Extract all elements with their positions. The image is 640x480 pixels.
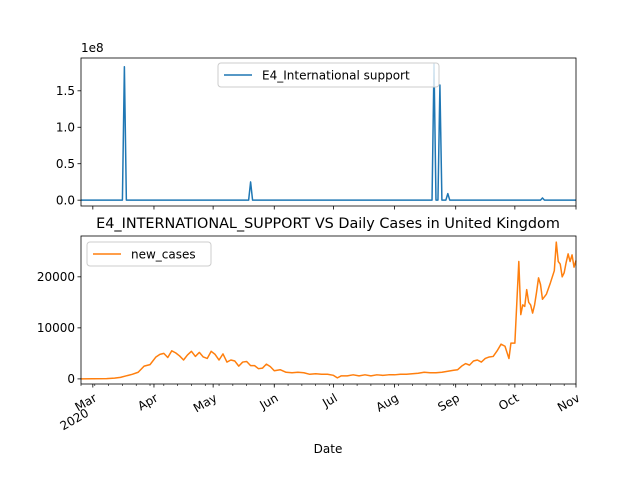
- y-tick-label: 0.5: [56, 157, 75, 171]
- y-tick-label: 0.0: [56, 193, 75, 207]
- y-tick-label: 20000: [37, 270, 75, 284]
- bottom-chart-title: E4_INTERNATIONAL_SUPPORT VS Daily Cases …: [96, 216, 560, 232]
- top-y-ticks: 0.0 0.5 1.0 1.5: [56, 84, 81, 207]
- x-tick-label: Jul: [319, 391, 339, 411]
- series-line-e4-international-support: [81, 63, 576, 201]
- y-tick-label: 1.0: [56, 121, 75, 135]
- top-plot-frame: [80, 57, 577, 207]
- bottom-series-lines: [80, 241, 577, 380]
- series-line-new-cases: [80, 241, 577, 380]
- legend-box: [86, 241, 212, 267]
- bottom-subplot: E4_INTERNATIONAL_SUPPORT VS Daily Cases …: [37, 216, 582, 456]
- y-tick-label: 10000: [37, 321, 75, 335]
- bottom-plot-frame: [80, 235, 577, 385]
- legend-entry-label: E4_International support: [262, 68, 410, 82]
- top-subplot: 0.0 0.5 1.0 1.5 1e8 E4_International suppor…: [56, 41, 577, 210]
- x-axis-label: Date: [314, 442, 343, 456]
- top-offset-text: 1e8: [81, 41, 104, 55]
- top-series-lines: [81, 63, 576, 201]
- legend-entry-label: new_cases: [131, 247, 196, 261]
- top-x-ticks: [92, 206, 577, 210]
- legend-box: [217, 62, 440, 88]
- y-tick-label: 0: [67, 372, 75, 386]
- y-tick-label: 1.5: [56, 84, 75, 98]
- top-legend: E4_International support: [217, 62, 440, 88]
- bottom-legend: new_cases: [86, 241, 212, 267]
- bottom-y-ticks: 0 10000 20000: [37, 270, 81, 386]
